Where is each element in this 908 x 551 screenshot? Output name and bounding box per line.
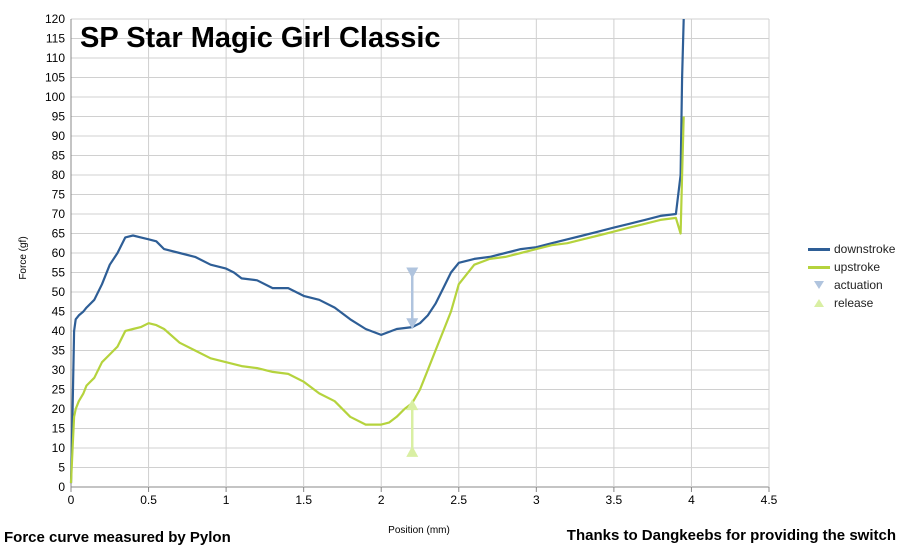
chart-title: SP Star Magic Girl Classic [80,22,441,54]
y-tick-label: 55 [52,266,66,280]
y-tick-label: 85 [52,149,66,163]
y-tick-label: 110 [46,51,65,65]
legend-item-actuation: actuation [808,276,895,294]
x-axis-label: Position (mm) [388,525,450,536]
y-tick-label: 25 [52,383,66,397]
legend-label-downstroke: downstroke [834,242,896,256]
x-tick-label: 1 [223,493,230,507]
y-axis-label: Force (gf) [18,236,29,279]
x-tick-label: 2 [378,493,385,507]
x-axis-ticks: 0 0.5 1 1.5 2 2.5 3 3.5 4 4.5 [68,493,778,507]
legend-item-release: release [808,294,895,312]
y-tick-label: 80 [52,168,66,182]
y-tick-label: 50 [52,285,66,299]
y-tick-label: 115 [46,32,65,46]
y-tick-label: 60 [52,246,66,260]
y-tick-label: 40 [52,324,66,338]
x-tick-label: 4 [688,493,695,507]
footer-credit-left: Force curve measured by Pylon [4,529,231,546]
y-tick-label: 5 [58,461,65,475]
legend-label-upstroke: upstroke [834,260,881,274]
y-tick-label: 70 [52,207,66,221]
x-tick-label: 1.5 [295,493,312,507]
footer-credit-right: Thanks to Dangkeebs for providing the sw… [566,527,896,544]
y-tick-label: 105 [45,71,65,85]
x-tick-label: 2.5 [450,493,467,507]
y-tick-label: 15 [52,422,66,436]
y-axis-ticks: 0 5 10 15 20 25 30 35 40 45 50 55 60 65 70 75 80 85 90 95 10… [45,12,65,494]
chart-series [69,18,685,484]
legend-item-upstroke: upstroke [808,258,895,276]
x-tick-label: 0 [68,493,75,507]
legend-swatch-upstroke [808,261,830,273]
upstroke-line [69,116,685,484]
y-tick-label: 90 [52,129,66,143]
y-tick-label: 65 [52,227,66,241]
y-tick-label: 45 [52,305,66,319]
actuation-marker [406,318,419,330]
x-tick-label: 3 [533,493,540,507]
chart-grid [70,18,770,492]
chart-legend: downstroke upstroke actuation release [808,240,895,312]
y-tick-label: 35 [52,344,66,358]
legend-swatch-downstroke [808,243,830,255]
y-tick-label: 75 [52,188,66,202]
legend-label-actuation: actuation [834,278,883,292]
legend-item-downstroke: downstroke [808,240,895,258]
y-tick-label: 120 [45,12,65,26]
y-tick-label: 95 [52,110,66,124]
x-tick-label: 0.5 [140,493,157,507]
x-tick-label: 4.5 [761,493,778,507]
downstroke-line [69,18,685,484]
legend-label-release: release [834,296,874,310]
legend-swatch-actuation [808,279,830,291]
y-tick-label: 0 [58,480,65,494]
release-marker [406,399,419,411]
actuation-marker [406,267,419,279]
y-tick-label: 20 [52,402,66,416]
legend-swatch-release [808,297,830,309]
release-marker [406,445,419,457]
y-tick-label: 100 [45,90,65,104]
y-tick-label: 30 [52,363,66,377]
x-tick-label: 3.5 [606,493,623,507]
y-tick-label: 10 [52,441,66,455]
